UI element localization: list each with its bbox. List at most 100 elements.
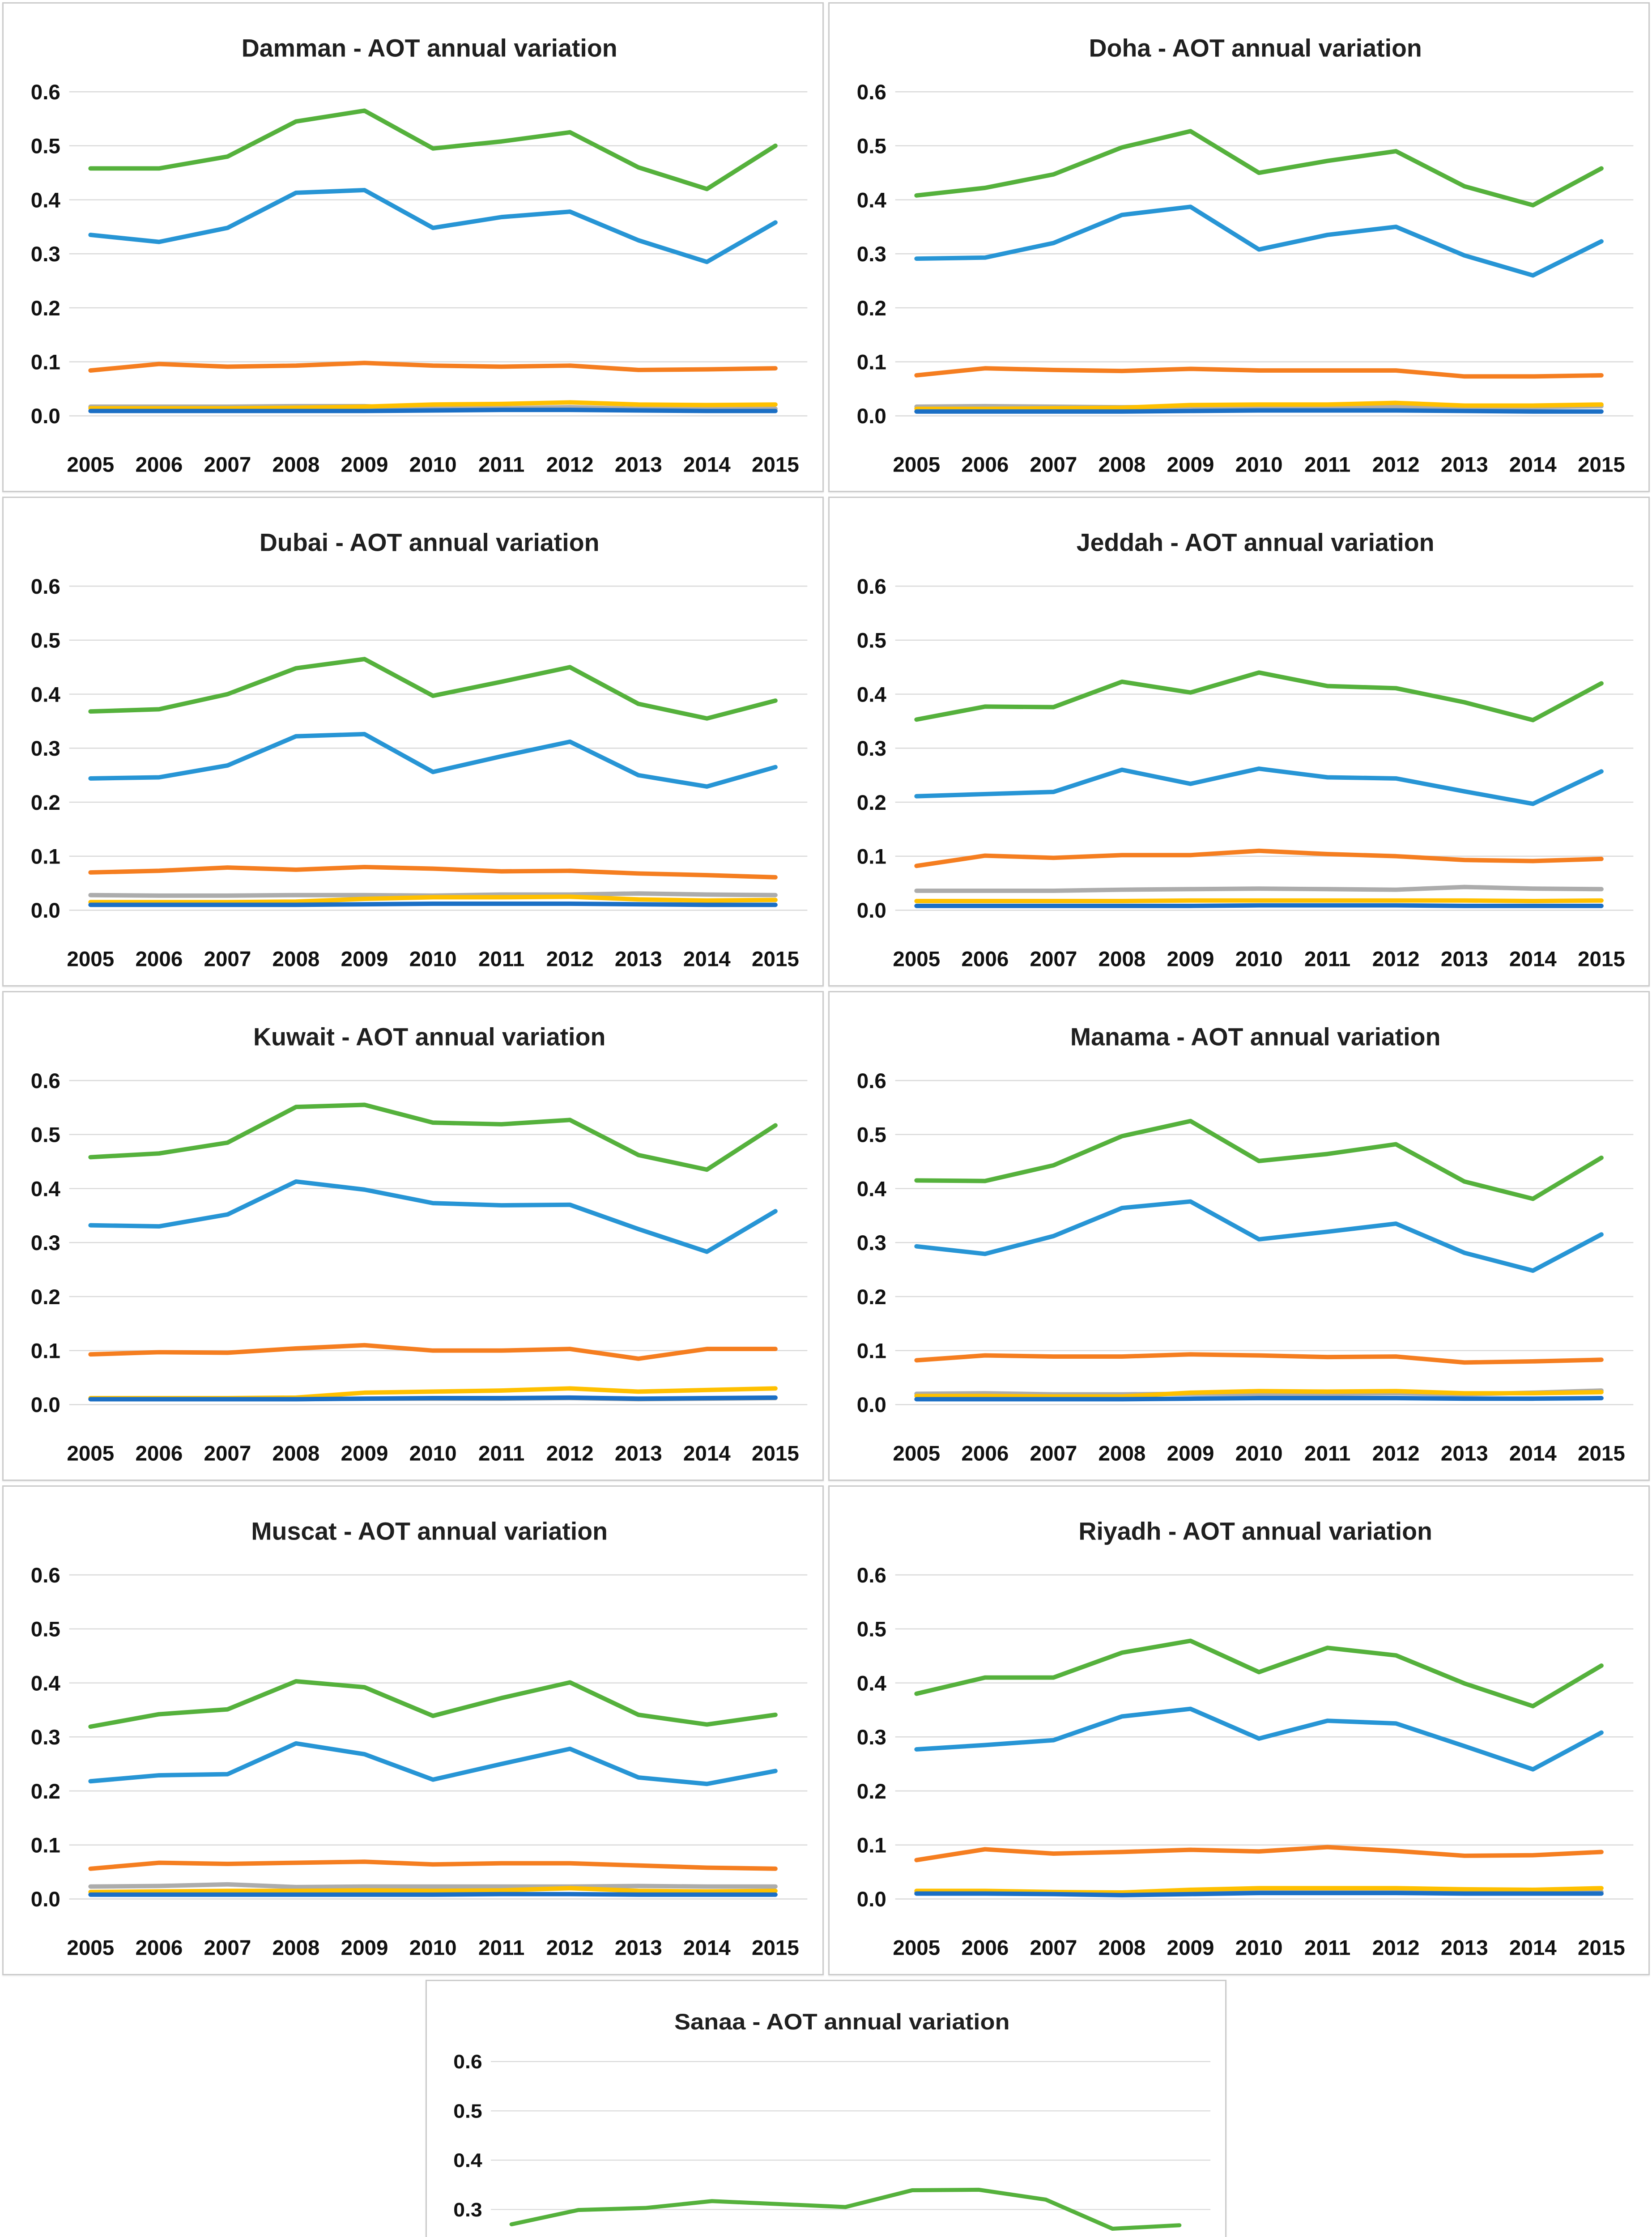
x-axis-tick-label: 2006 <box>135 948 183 971</box>
x-axis-tick-label: 2006 <box>961 948 1009 971</box>
y-axis-tick-label: 0.3 <box>31 1231 60 1255</box>
y-axis-tick-label: 0.5 <box>857 629 886 653</box>
series-line-so4 <box>914 366 1604 379</box>
x-axis-tick-label: 2010 <box>1235 453 1283 477</box>
series-line-so4 <box>914 1845 1604 1863</box>
y-axis-tick-label: 0.3 <box>857 1231 886 1255</box>
chart-panel-6: Muscat - AOT annual variation 0.0 0.1 0.2 0.… <box>2 1485 824 1975</box>
x-axis-tick-label: 2011 <box>478 453 524 477</box>
y-axis-tick-label: 0.2 <box>31 791 60 815</box>
x-axis-tick-label: 2012 <box>546 1442 594 1466</box>
y-axis-tick-label: 0.6 <box>857 81 886 104</box>
x-axis-tick-label: 2015 <box>752 948 799 971</box>
y-axis-tick-label: 0.1 <box>31 351 60 374</box>
series-line-total <box>88 1679 778 1729</box>
x-axis-tick-label: 2012 <box>1372 1442 1420 1466</box>
x-axis-tick-label: 2015 <box>1578 453 1625 477</box>
x-axis-tick-label: 2007 <box>1030 1936 1077 1960</box>
series-line-total <box>88 1102 778 1172</box>
x-axis-tick-label: 2008 <box>1098 948 1146 971</box>
y-axis-tick-label: 0.2 <box>857 1780 886 1803</box>
series-line-so4 <box>88 1343 778 1361</box>
series-line-total <box>914 129 1604 208</box>
series-line-so4 <box>88 1859 778 1871</box>
series-line-dust <box>88 1741 778 1786</box>
y-axis-tick-label: 0.6 <box>857 575 886 599</box>
x-axis-tick-label: 2005 <box>893 1442 940 1466</box>
series-line-so4 <box>88 361 778 373</box>
series-line-dust <box>88 731 778 789</box>
x-axis-tick-label: 2008 <box>272 1442 320 1466</box>
x-axis-tick-label: 2013 <box>615 453 662 477</box>
x-axis-tick-label: 2013 <box>1441 1936 1488 1960</box>
y-axis-tick-label: 0.3 <box>31 242 60 266</box>
x-axis-tick-label: 2008 <box>1098 453 1146 477</box>
x-axis-tick-label: 2015 <box>1578 1442 1625 1466</box>
series-line-bc <box>88 902 778 907</box>
x-axis-tick-label: 2011 <box>1304 948 1350 971</box>
y-axis-tick-label: 0.0 <box>857 404 886 428</box>
x-axis-tick-label: 2014 <box>1509 453 1557 477</box>
x-axis-tick-label: 2009 <box>341 948 388 971</box>
y-axis-tick-label: 0.6 <box>31 81 60 104</box>
y-axis-tick-label: 0.5 <box>857 1123 886 1147</box>
y-axis-tick-label: 0.1 <box>31 1834 60 1858</box>
series-line-bc <box>88 1395 778 1402</box>
y-axis-tick-label: 0.4 <box>453 2150 482 2171</box>
x-axis-tick-label: 2015 <box>1578 1936 1625 1960</box>
chart-row-2: Kuwait - AOT annual variation 0.0 0.1 0.2 0.… <box>0 989 1652 1483</box>
y-axis-tick-label: 0.4 <box>857 683 887 706</box>
y-axis-tick-label: 0.6 <box>857 1564 886 1587</box>
x-axis-tick-label: 2007 <box>204 453 251 477</box>
series-line-bc <box>914 408 1604 414</box>
x-axis-tick-label: 2012 <box>546 948 594 971</box>
chart-svg-8: Sanaa - AOT annual variation0.00.10.20.3… <box>453 2010 1211 2231</box>
x-axis-tick-label: 2009 <box>341 1442 388 1466</box>
x-axis-tick-label: 2010 <box>1235 948 1283 971</box>
x-axis-tick-label: 2006 <box>135 453 183 477</box>
x-axis-tick-label: 2013 <box>1441 453 1488 477</box>
x-axis-tick-label: 2014 <box>683 453 731 477</box>
chart-title: Dubai - AOT annual variation <box>260 528 600 556</box>
chart-panel-2: Dubai - AOT annual variation 0.0 0.1 0.2 0.3… <box>2 497 824 987</box>
chart-title: Doha - AOT annual variation <box>1089 34 1422 62</box>
series-line-bc <box>914 1891 1604 1897</box>
x-axis-tick-label: 2014 <box>1509 1936 1557 1960</box>
series-line-so4 <box>914 848 1604 868</box>
x-axis-tick-label: 2010 <box>409 948 457 971</box>
x-axis-tick-label: 2010 <box>409 453 457 477</box>
chart-svg-0: Damman - AOT annual variation 0.0 0.1 0.2 0.… <box>31 34 808 477</box>
y-axis-tick-label: 0.2 <box>31 1780 60 1803</box>
series-line-bc <box>88 1892 778 1897</box>
series-line-seasalt <box>914 885 1604 893</box>
x-axis-tick-label: 2010 <box>409 1442 457 1466</box>
chart-panel-3: Jeddah - AOT annual variation 0.0 0.1 0.2 0.… <box>828 497 1650 987</box>
x-axis-tick-label: 2013 <box>1441 1442 1488 1466</box>
y-axis-tick-label: 0.0 <box>857 1393 886 1417</box>
y-axis-tick-label: 0.4 <box>31 683 61 706</box>
x-axis-tick-label: 2007 <box>1030 948 1077 971</box>
y-axis-tick-label: 0.1 <box>857 1340 886 1363</box>
chart-svg-6: Muscat - AOT annual variation 0.0 0.1 0.2 0.… <box>31 1517 808 1960</box>
series-line-dust <box>88 187 778 264</box>
y-axis-tick-label: 0.5 <box>453 2101 482 2122</box>
x-axis-tick-label: 2009 <box>1167 1936 1214 1960</box>
series-line-dust <box>914 766 1604 806</box>
y-axis-tick-label: 0.4 <box>31 188 61 212</box>
y-axis-tick-label: 0.6 <box>31 575 60 599</box>
x-axis-tick-label: 2014 <box>1509 948 1557 971</box>
series-line-bc <box>88 408 778 413</box>
y-axis-tick-label: 0.6 <box>31 1069 60 1093</box>
y-axis-tick-label: 0.2 <box>857 297 886 320</box>
series-line-oc <box>914 1389 1604 1399</box>
y-axis-tick-label: 0.4 <box>31 1671 61 1695</box>
x-axis-tick-label: 2014 <box>1509 1442 1557 1466</box>
chart-svg-3: Jeddah - AOT annual variation 0.0 0.1 0.2 0.… <box>857 528 1634 971</box>
x-axis-tick-label: 2011 <box>1304 453 1350 477</box>
series-line-oc <box>914 1886 1604 1895</box>
y-axis-tick-label: 0.3 <box>31 1726 60 1749</box>
series-line-so4 <box>88 864 778 880</box>
y-axis-tick-label: 0.1 <box>31 845 60 869</box>
y-axis-tick-label: 0.2 <box>31 1285 60 1309</box>
